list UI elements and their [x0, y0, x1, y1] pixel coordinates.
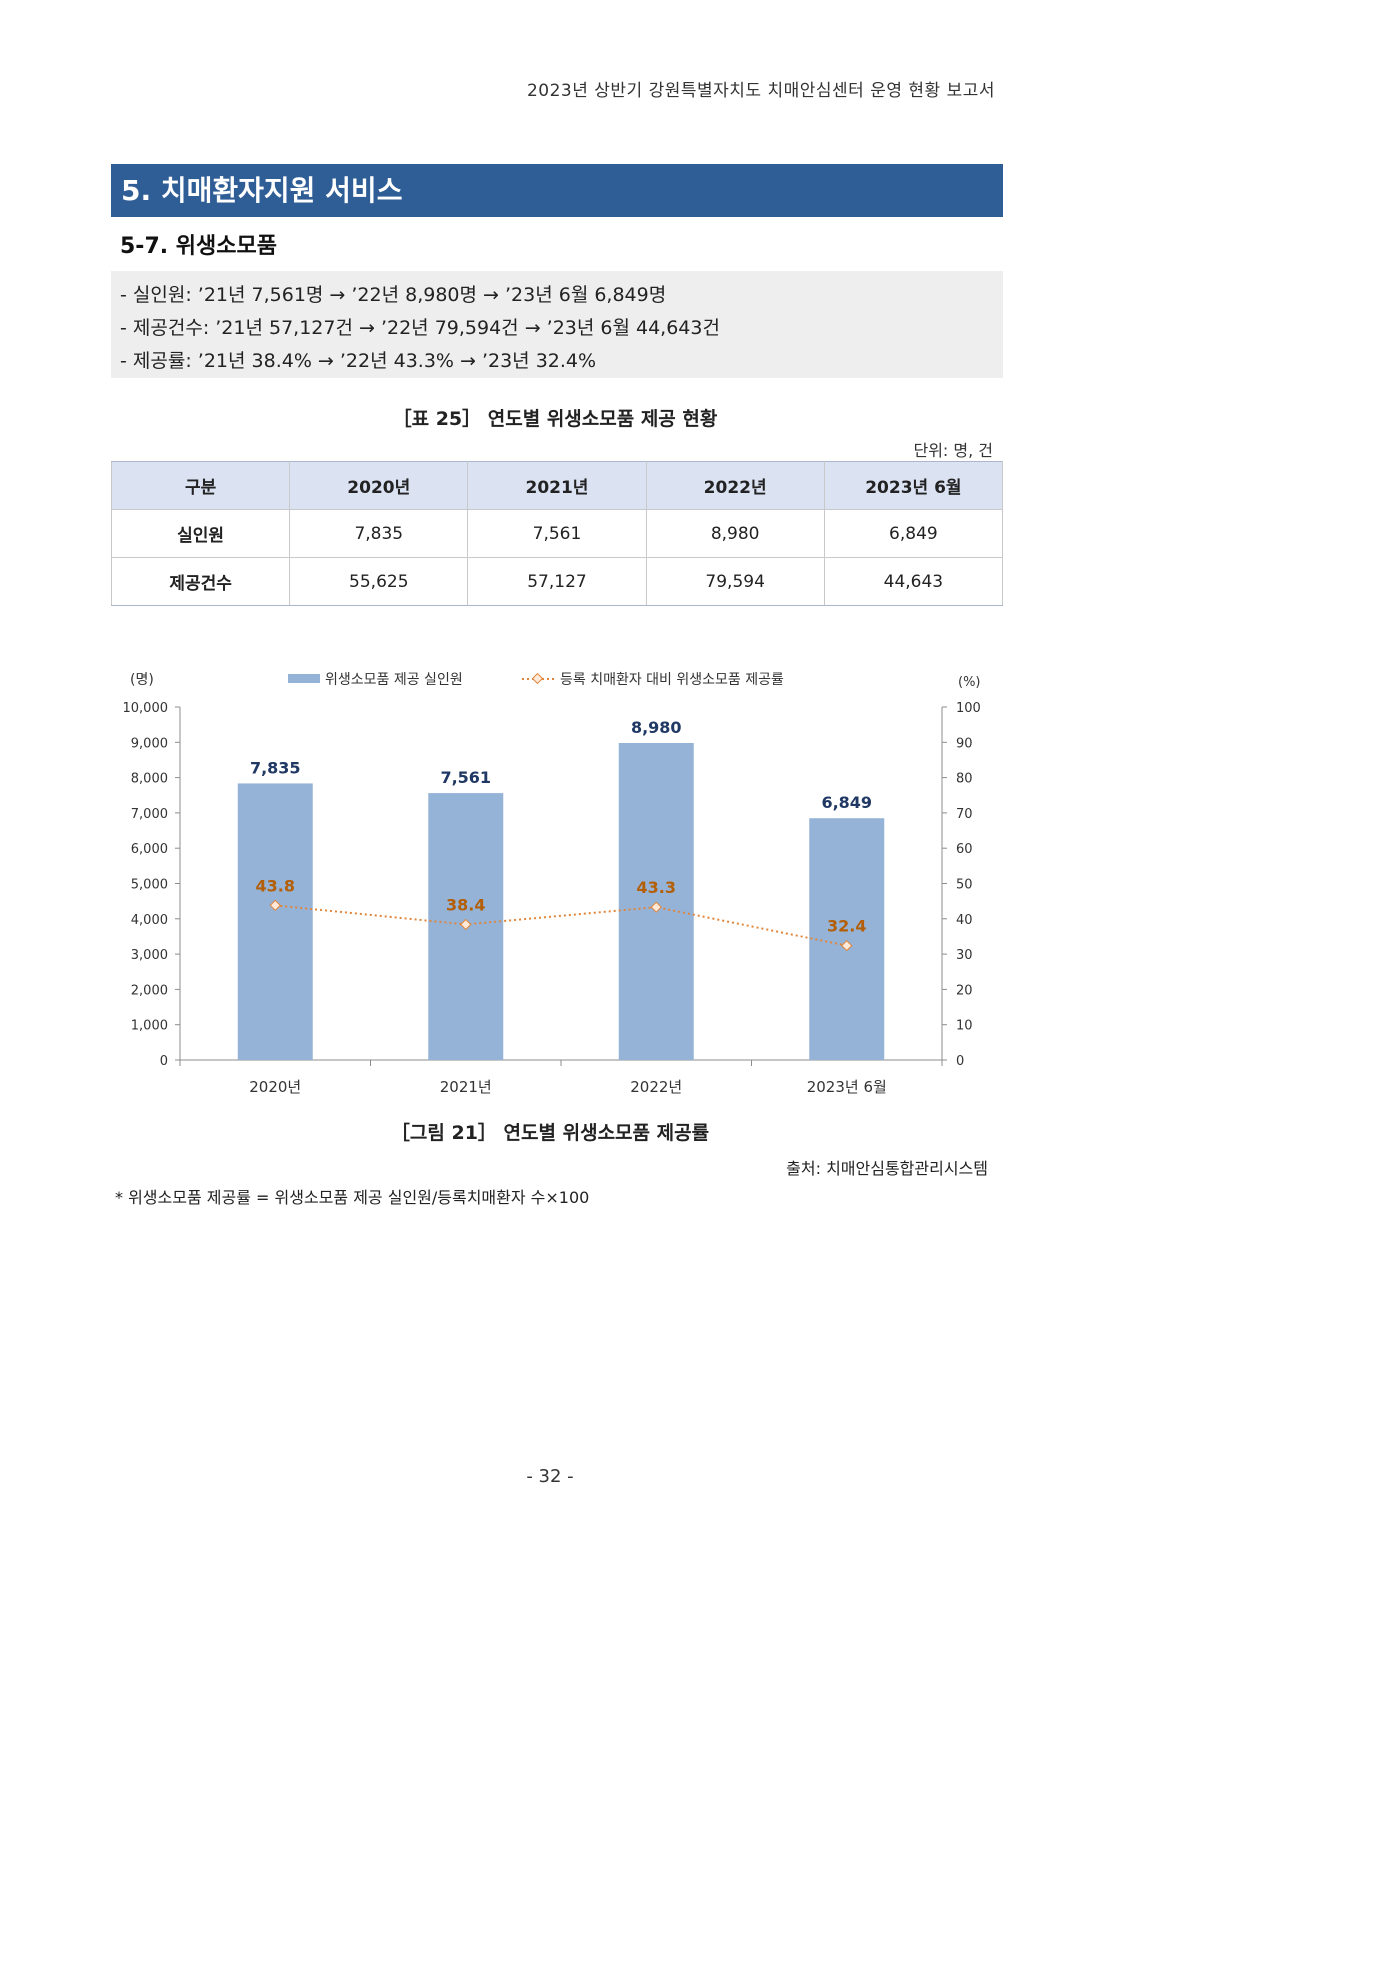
formula-footnote: * 위생소모품 제공률 = 위생소모품 제공 실인원/등록치매환자 수×100 — [115, 1188, 590, 1207]
x-tick-label: 2021년 — [440, 1078, 492, 1096]
supply-table: 구분 2020년 2021년 2022년 2023년 6월 실인원 7,835 … — [110, 461, 1004, 606]
y-right-tick-label: 80 — [956, 772, 973, 787]
summary-line-rate: - 제공률: ’21년 38.4% → ’22년 43.3% → ’23년 32… — [120, 350, 597, 372]
figure-caption: ［그림 21］ 연도별 위생소모품 제공률 — [390, 1122, 710, 1144]
table-row: 실인원 7,835 7,561 8,980 6,849 — [110, 509, 1004, 558]
y-left-tick-label: 4,000 — [131, 913, 168, 928]
rate-point — [460, 918, 472, 931]
x-tick-label: 2022년 — [630, 1078, 682, 1096]
table-cell: 57,127 — [467, 557, 647, 606]
legend-swatch-marker — [531, 672, 544, 685]
table-header-2022: 2022년 — [645, 461, 825, 510]
rate-data-label: 43.3 — [637, 878, 676, 897]
legend-swatch-bar — [288, 674, 320, 683]
legend-label-bar: 위생소모품 제공 실인원 — [325, 672, 463, 688]
y-left-tick-label: 5,000 — [131, 878, 168, 893]
y-right-tick-label: 20 — [956, 983, 973, 998]
section-title: 5. 치매환자지원 서비스 — [111, 164, 1003, 217]
bar-data-label: 7,561 — [440, 768, 491, 787]
y-left-tick-label: 6,000 — [131, 842, 168, 857]
x-tick-label: 2023년 6월 — [807, 1078, 887, 1096]
combo-chart: 0 1,000 2,000 3,000 4,000 5,000 6,000 7,000 8,00… — [123, 672, 981, 1096]
table-caption: ［표 25］ 연도별 위생소모품 제공 현황 — [392, 408, 718, 430]
bar-data-label: 8,980 — [631, 718, 682, 737]
rate-point — [841, 939, 853, 952]
source-note: 출처: 치매안심통합관리시스템 — [786, 1159, 988, 1178]
table-cell: 7,835 — [289, 509, 469, 558]
row-label-cases: 제공건수 — [110, 557, 291, 606]
y-right-tick-label: 100 — [956, 701, 981, 716]
bar-data-label: 7,835 — [250, 758, 301, 777]
bar — [809, 818, 885, 1060]
table-header-2021: 2021년 — [467, 461, 647, 510]
y-right-tick-label: 50 — [956, 878, 973, 893]
y-right-tick-label: 30 — [956, 948, 973, 963]
row-label-participants: 실인원 — [110, 509, 291, 558]
y-right-tick-label: 10 — [956, 1019, 973, 1034]
y-left-tick-label: 7,000 — [131, 807, 168, 822]
y-right-tick-label: 40 — [956, 913, 973, 928]
rate-point — [650, 901, 662, 913]
y-left-tick-label: 9,000 — [131, 736, 168, 751]
table-cell: 55,625 — [289, 557, 469, 606]
table-header-2020: 2020년 — [289, 461, 469, 510]
y-left-tick-label: 2,000 — [131, 983, 168, 998]
summary-line-cases: - 제공건수: ’21년 57,127건 → ’22년 79,594건 → ’2… — [120, 317, 720, 339]
y-right-tick-label: 90 — [956, 736, 973, 751]
rate-line — [275, 904, 847, 947]
y-left-tick-label: 0 — [160, 1054, 168, 1069]
table-header-category: 구분 — [110, 461, 291, 510]
y-left-tick-label: 8,000 — [131, 772, 168, 787]
y-left-tick-label: 1,000 — [131, 1019, 168, 1034]
report-header-title: 2023년 상반기 강원특별자치도 치매안심센터 운영 현황 보고서 — [526, 81, 995, 101]
table-header-2023-june: 2023년 6월 — [823, 461, 1004, 510]
table-cell: 8,980 — [645, 509, 825, 558]
y-left-unit-label: (명) — [130, 672, 154, 688]
table-cell: 79,594 — [645, 557, 825, 606]
table-cell: 6,849 — [823, 509, 1004, 558]
summary-box: - 실인원: ’21년 7,561명 → ’22년 8,980명 → ’23년 … — [111, 271, 1003, 378]
y-right-tick-label: 70 — [956, 807, 973, 822]
table-cell: 7,561 — [467, 509, 647, 558]
table-row: 제공건수 55,625 57,127 79,594 44,643 — [110, 557, 1004, 606]
rate-data-label: 32.4 — [827, 917, 866, 936]
page-number: - 32 - — [526, 1466, 574, 1487]
rate-data-label: 43.8 — [256, 876, 295, 895]
table-header-row: 구분 2020년 2021년 2022년 2023년 6월 — [110, 461, 1004, 510]
y-left-tick-label: 10,000 — [123, 701, 169, 716]
bar-data-label: 6,849 — [821, 793, 872, 812]
rate-point — [269, 899, 281, 912]
rate-data-label: 38.4 — [446, 895, 485, 914]
y-left-tick-label: 3,000 — [131, 948, 168, 963]
x-tick-label: 2020년 — [249, 1078, 301, 1096]
table-unit-note: 단위: 명, 건 — [913, 441, 993, 460]
y-right-unit-label: (%) — [958, 675, 981, 690]
y-right-tick-label: 0 — [956, 1054, 964, 1069]
legend-label-line: 등록 치매환자 대비 위생소모품 제공률 — [560, 672, 784, 688]
y-right-tick-label: 60 — [956, 842, 973, 857]
bar — [237, 783, 313, 1060]
table-cell: 44,643 — [823, 557, 1004, 606]
summary-line-participants: - 실인원: ’21년 7,561명 → ’22년 8,980명 → ’23년 … — [120, 284, 667, 306]
subsection-title: 5-7. 위생소모품 — [120, 234, 277, 259]
